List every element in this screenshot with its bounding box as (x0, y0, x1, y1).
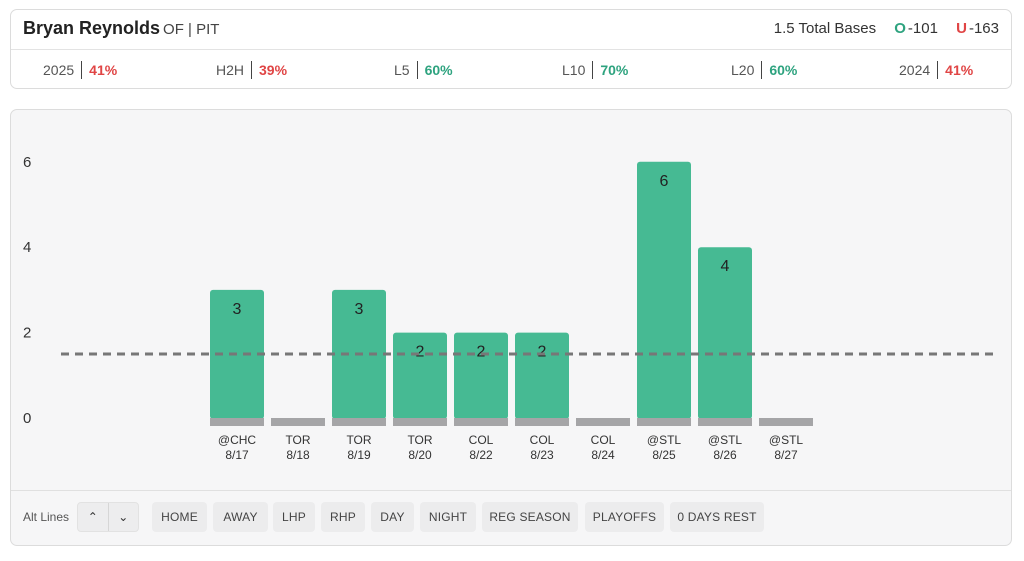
stat-2024[interactable]: 2024 41% (899, 61, 973, 79)
filter-day[interactable]: DAY (371, 502, 414, 532)
x-tick-date: 8/18 (286, 448, 310, 462)
player-position-team: OF | PIT (163, 21, 220, 38)
stat-h2h[interactable]: H2H 39% (216, 61, 287, 79)
under-odds[interactable]: -163 (968, 20, 999, 37)
stat-value: 39% (259, 62, 288, 78)
stat-label: L5 (394, 62, 410, 78)
bar-base (454, 418, 508, 426)
x-tick-date: 8/19 (347, 448, 371, 462)
x-tick-opponent: @STL (769, 433, 804, 447)
x-tick-date: 8/23 (530, 448, 554, 462)
y-tick-label: 4 (23, 239, 31, 256)
bar-value-label: 2 (416, 344, 425, 361)
x-tick-date: 8/26 (713, 448, 737, 462)
bar-base (515, 418, 569, 426)
stat-label: H2H (216, 62, 245, 78)
stat-value: 60% (769, 62, 798, 78)
filter-bar: Alt Lines ⌃ ⌄ HOME AWAY LHP RHP DAY NIGH… (11, 501, 1011, 533)
filter-0-days-rest[interactable]: 0 DAYS REST (670, 502, 764, 532)
stat-l10[interactable]: L10 70% (562, 61, 628, 79)
alt-line-down-button[interactable]: ⌄ (107, 503, 139, 531)
x-tick-date: 8/25 (652, 448, 676, 462)
alt-lines-label: Alt Lines (23, 510, 70, 524)
stat-label: L20 (731, 62, 755, 78)
stat-2025[interactable]: 2025 41% (43, 61, 117, 79)
bar-base (576, 418, 630, 426)
bar-base (759, 418, 813, 426)
hit-rate-stats: 2025 41% H2H 39% L5 60% L10 70% L20 60% 2024 4… (11, 51, 1011, 89)
stat-label: L10 (562, 62, 586, 78)
stat-divider (251, 61, 253, 79)
game-bar (698, 247, 752, 419)
stat-value: 60% (424, 62, 453, 78)
under-label[interactable]: U (956, 20, 967, 37)
stat-divider (937, 61, 939, 79)
bar-base (393, 418, 447, 426)
chevron-up-icon: ⌃ (87, 510, 98, 524)
chevron-down-icon: ⌄ (118, 510, 129, 524)
filter-night[interactable]: NIGHT (420, 502, 476, 532)
player-prop-header: Bryan Reynolds OF | PIT 1.5 Total Bases O… (10, 9, 1012, 89)
y-tick-label: 2 (23, 325, 31, 342)
x-tick-opponent: TOR (407, 433, 432, 447)
filter-away[interactable]: AWAY (213, 502, 268, 532)
y-tick-label: 6 (23, 154, 31, 171)
stat-label: 2024 (899, 62, 931, 78)
x-tick-date: 8/27 (774, 448, 798, 462)
x-tick-date: 8/20 (408, 448, 432, 462)
x-tick-opponent: @STL (647, 433, 682, 447)
x-tick-date: 8/24 (591, 448, 615, 462)
header-top-row: Bryan Reynolds OF | PIT 1.5 Total Bases O… (11, 10, 1011, 50)
bar-value-label: 4 (721, 258, 730, 275)
over-odds[interactable]: -101 (907, 20, 938, 37)
stat-divider (592, 61, 594, 79)
stat-value: 70% (600, 62, 629, 78)
prop-line-summary: 1.5 Total Bases O -101 U -163 (774, 20, 999, 37)
x-tick-opponent: TOR (285, 433, 310, 447)
alt-line-up-button[interactable]: ⌃ (78, 503, 108, 531)
bar-base (271, 418, 325, 426)
stat-value: 41% (89, 62, 118, 78)
stat-divider (761, 61, 763, 79)
x-tick-date: 8/22 (469, 448, 493, 462)
bar-value-label: 3 (355, 301, 364, 318)
x-tick-opponent: COL (530, 433, 555, 447)
bar-base (332, 418, 386, 426)
x-tick-opponent: COL (469, 433, 494, 447)
x-tick-opponent: TOR (346, 433, 371, 447)
y-tick-label: 0 (23, 410, 31, 427)
x-tick-opponent: @STL (708, 433, 743, 447)
total-bases-bar-chart: 02463@CHC8/17TOR8/183TOR8/192TOR8/202COL… (23, 154, 996, 462)
bar-value-label: 6 (660, 173, 669, 190)
player-name-text: Bryan Reynolds (23, 18, 161, 38)
player-name: Bryan Reynolds OF | PIT (23, 18, 219, 39)
over-label[interactable]: O (894, 20, 906, 37)
stat-value: 41% (945, 62, 974, 78)
bar-value-label: 3 (233, 301, 242, 318)
game-bar (637, 161, 691, 420)
x-tick-date: 8/17 (225, 448, 249, 462)
stat-label: 2025 (43, 62, 75, 78)
bar-value-label: 2 (538, 344, 547, 361)
filter-playoffs[interactable]: PLAYOFFS (585, 502, 664, 532)
x-tick-opponent: @CHC (218, 433, 257, 447)
stat-divider (416, 61, 418, 79)
game-bar (393, 332, 447, 419)
stat-l20[interactable]: L20 60% (731, 61, 797, 79)
bar-base (210, 418, 264, 426)
filter-lhp[interactable]: LHP (273, 502, 315, 532)
filter-rhp[interactable]: RHP (321, 502, 365, 532)
game-log-chart-card: 0 2 4 6 3 @CHC 8/17 TOR 8/18 3 TOR 8/19 2 TOR 8/20 2 COL… (10, 109, 1012, 546)
prop-line: 1.5 Total Bases (773, 20, 877, 37)
stat-l5[interactable]: L5 60% (394, 61, 453, 79)
bar-base (698, 418, 752, 426)
x-tick-opponent: COL (591, 433, 616, 447)
stat-divider (81, 61, 83, 79)
filter-reg-season[interactable]: REG SEASON (482, 502, 578, 532)
alt-lines-stepper: ⌃ ⌄ (77, 502, 139, 532)
filters-divider (11, 490, 1011, 491)
bar-value-label: 2 (477, 344, 486, 361)
bar-base (637, 418, 691, 426)
filter-home[interactable]: HOME (152, 502, 207, 532)
